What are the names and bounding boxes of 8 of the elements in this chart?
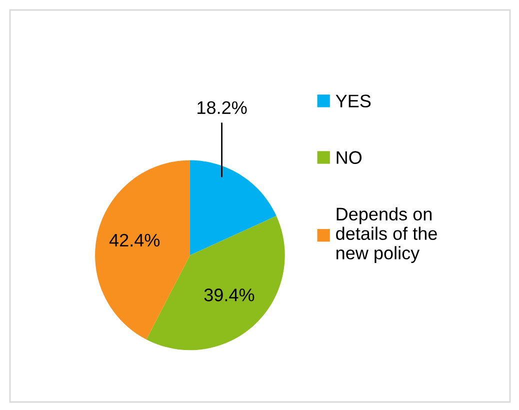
legend-label: NO: [336, 151, 362, 164]
legend-label: Depends on details of the new policy: [336, 207, 437, 263]
pie-slice: [190, 160, 276, 256]
data-label: 39.4%: [204, 288, 254, 302]
data-label: 42.4%: [109, 234, 160, 247]
legend-label: YES: [336, 94, 371, 108]
pie-slice: [95, 160, 190, 340]
data-label: 18.2%: [198, 101, 247, 114]
